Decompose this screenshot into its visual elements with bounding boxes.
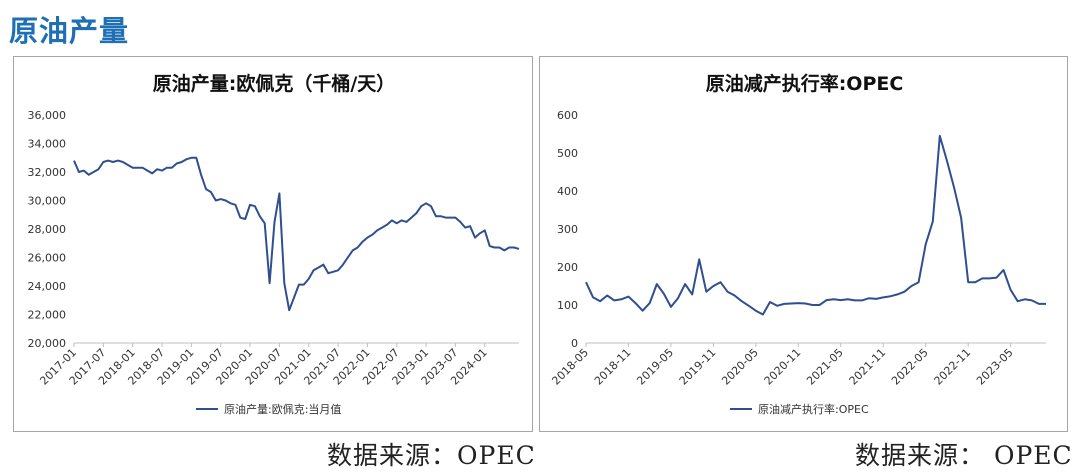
source-note-right: 数据来源： OPEC (855, 441, 1073, 470)
x-tick-label: 2020-05 (719, 346, 761, 388)
chart-title: 原油产量:欧佩克（千桶/天） (153, 72, 396, 95)
y-tick-label: 36,000 (28, 109, 67, 122)
y-tick-label: 600 (557, 109, 578, 122)
legend-label: 原油减产执行率:OPEC (758, 402, 869, 416)
y-tick-label: 34,000 (28, 138, 67, 151)
page-title: 原油产量 (9, 14, 130, 48)
y-tick-label: 200 (557, 261, 578, 274)
y-tick-label: 32,000 (28, 166, 67, 179)
y-tick-label: 30,000 (28, 195, 67, 208)
series-line (73, 156, 520, 312)
x-tick-label: 2019-05 (634, 346, 676, 388)
x-tick-label: 2021-05 (804, 346, 846, 388)
x-tick-label: 2022-11 (932, 346, 974, 388)
y-tick-label: 500 (557, 147, 578, 160)
y-tick-label: 24,000 (28, 280, 67, 293)
series-line (585, 134, 1046, 316)
x-tick-label: 2019-11 (677, 346, 719, 388)
chart-title: 原油减产执行率:OPEC (706, 72, 904, 95)
y-tick-label: 28,000 (28, 223, 67, 236)
y-tick-label: 0 (571, 337, 578, 350)
y-tick-label: 300 (557, 223, 578, 236)
x-tick-label: 2018-11 (592, 346, 634, 388)
chart-panel-compliance: 原油减产执行率:OPEC 0 100 200 300 400 500 600 2018-05 20… (539, 56, 1068, 432)
legend-label: 原油产量:欧佩克:当月值 (224, 402, 341, 416)
x-tick-label: 2023-05 (974, 346, 1016, 388)
y-tick-label: 22,000 (28, 309, 67, 322)
y-tick-label: 26,000 (28, 252, 67, 265)
y-tick-label: 400 (557, 185, 578, 198)
production-chart: 原油产量:欧佩克（千桶/天） 20,000 22,000 24,000 26,000 28… (28, 72, 520, 416)
x-tick-label: 2020-11 (762, 346, 804, 388)
x-tick-label: 2018-05 (549, 346, 591, 388)
y-tick-label: 20,000 (28, 337, 67, 350)
chart-panel-production: 原油产量:欧佩克（千桶/天） 20,000 22,000 24,000 26,000 28… (13, 56, 533, 432)
y-tick-label: 100 (557, 299, 578, 312)
x-tick-label: 2022-05 (889, 346, 931, 388)
source-note-left: 数据来源：OPEC (327, 441, 536, 470)
x-tick-label: 2021-11 (847, 346, 889, 388)
